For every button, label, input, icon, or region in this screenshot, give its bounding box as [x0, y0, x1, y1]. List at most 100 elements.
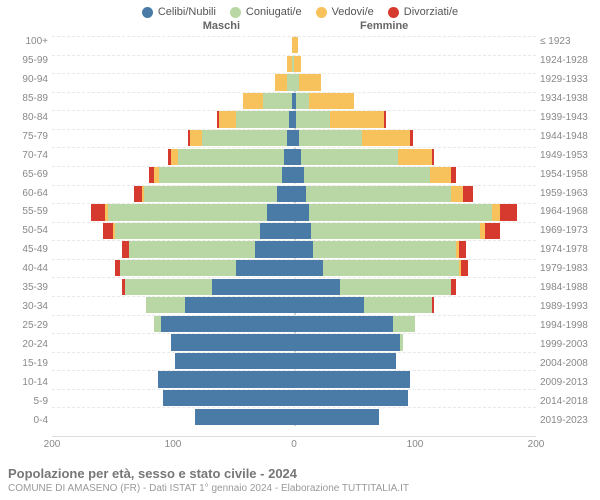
segment: [410, 130, 412, 146]
y-tick-right: 1959-1963: [540, 188, 596, 199]
y-tick-left: 40-44: [4, 263, 48, 274]
segment: [296, 111, 330, 127]
segment: [463, 186, 473, 202]
bar-row: [52, 204, 536, 220]
y-tick-right: 1949-1953: [540, 150, 596, 161]
segment: [122, 241, 129, 257]
segment: [219, 111, 236, 127]
x-axis: 2001000100200: [52, 436, 536, 452]
bar-row: [52, 37, 536, 53]
bar-male: [52, 390, 294, 406]
segment: [282, 167, 294, 183]
y-tick-left: 55-59: [4, 206, 48, 217]
bar-row: [52, 279, 536, 295]
plot-area: [52, 36, 536, 426]
segment: [340, 279, 451, 295]
y-tick-right: 1989-1993: [540, 301, 596, 312]
legend-swatch: [230, 7, 241, 18]
y-tick-right: 2014-2018: [540, 396, 596, 407]
y-tick-right: 1984-1988: [540, 282, 596, 293]
header-female: Femmine: [360, 20, 408, 32]
x-tick: 100: [165, 439, 182, 450]
y-tick-left: 95-99: [4, 55, 48, 66]
bar-row: [52, 334, 536, 350]
bar-row: [52, 409, 536, 425]
segment: [171, 334, 294, 350]
segment: [294, 371, 410, 387]
bar-row: [52, 93, 536, 109]
bar-female: [294, 56, 536, 72]
segment: [432, 297, 434, 313]
segment: [161, 316, 294, 332]
segment: [294, 334, 400, 350]
segment: [299, 130, 362, 146]
legend-swatch: [388, 7, 399, 18]
bar-female: [294, 371, 536, 387]
bar-female: [294, 186, 536, 202]
legend-swatch: [316, 7, 327, 18]
y-tick-right: 2004-2008: [540, 358, 596, 369]
legend-label: Divorziati/e: [404, 6, 458, 18]
bar-female: [294, 334, 536, 350]
segment: [500, 204, 517, 220]
y-tick-right: 1939-1943: [540, 112, 596, 123]
segment: [277, 186, 294, 202]
chart-subtitle: COMUNE DI AMASENO (FR) - Dati ISTAT 1° g…: [8, 483, 409, 494]
bar-male: [52, 111, 294, 127]
y-axis-right: ≤ 19231924-19281929-19331934-19381939-19…: [540, 36, 596, 426]
y-tick-left: 45-49: [4, 244, 48, 255]
segment: [294, 297, 364, 313]
segment: [178, 149, 284, 165]
segment: [185, 297, 294, 313]
legend-item: Vedovi/e: [316, 6, 374, 18]
segment: [287, 130, 294, 146]
segment: [294, 241, 313, 257]
segment: [323, 260, 459, 276]
bar-male: [52, 241, 294, 257]
bar-female: [294, 74, 536, 90]
segment: [294, 409, 379, 425]
legend-label: Celibi/Nubili: [158, 6, 216, 18]
segment: [129, 241, 255, 257]
segment: [146, 297, 185, 313]
segment: [296, 93, 308, 109]
bar-row: [52, 74, 536, 90]
segment: [400, 334, 402, 350]
segment: [294, 149, 301, 165]
segment: [294, 316, 393, 332]
bar-row: [52, 149, 536, 165]
bar-row: [52, 316, 536, 332]
bar-row: [52, 353, 536, 369]
bar-row: [52, 111, 536, 127]
bar-row: [52, 371, 536, 387]
bar-male: [52, 186, 294, 202]
segment: [294, 223, 311, 239]
segment: [294, 37, 298, 53]
segment: [485, 223, 500, 239]
segment: [294, 167, 304, 183]
segment: [212, 279, 294, 295]
bar-male: [52, 37, 294, 53]
y-tick-left: 10-14: [4, 377, 48, 388]
segment: [171, 149, 178, 165]
segment: [175, 353, 294, 369]
segment: [120, 260, 236, 276]
bar-row: [52, 390, 536, 406]
bar-male: [52, 167, 294, 183]
segment: [294, 390, 408, 406]
segment: [103, 223, 113, 239]
y-tick-right: 1929-1933: [540, 74, 596, 85]
legend: Celibi/NubiliConiugati/eVedovi/eDivorzia…: [0, 0, 600, 20]
y-tick-left: 90-94: [4, 74, 48, 85]
segment: [287, 74, 294, 90]
segment: [243, 93, 262, 109]
segment: [294, 56, 301, 72]
segment: [301, 149, 398, 165]
y-tick-right: 2009-2013: [540, 377, 596, 388]
segment: [430, 167, 452, 183]
legend-item: Divorziati/e: [388, 6, 458, 18]
segment: [299, 74, 321, 90]
bar-row: [52, 130, 536, 146]
segment: [330, 111, 383, 127]
bar-female: [294, 390, 536, 406]
